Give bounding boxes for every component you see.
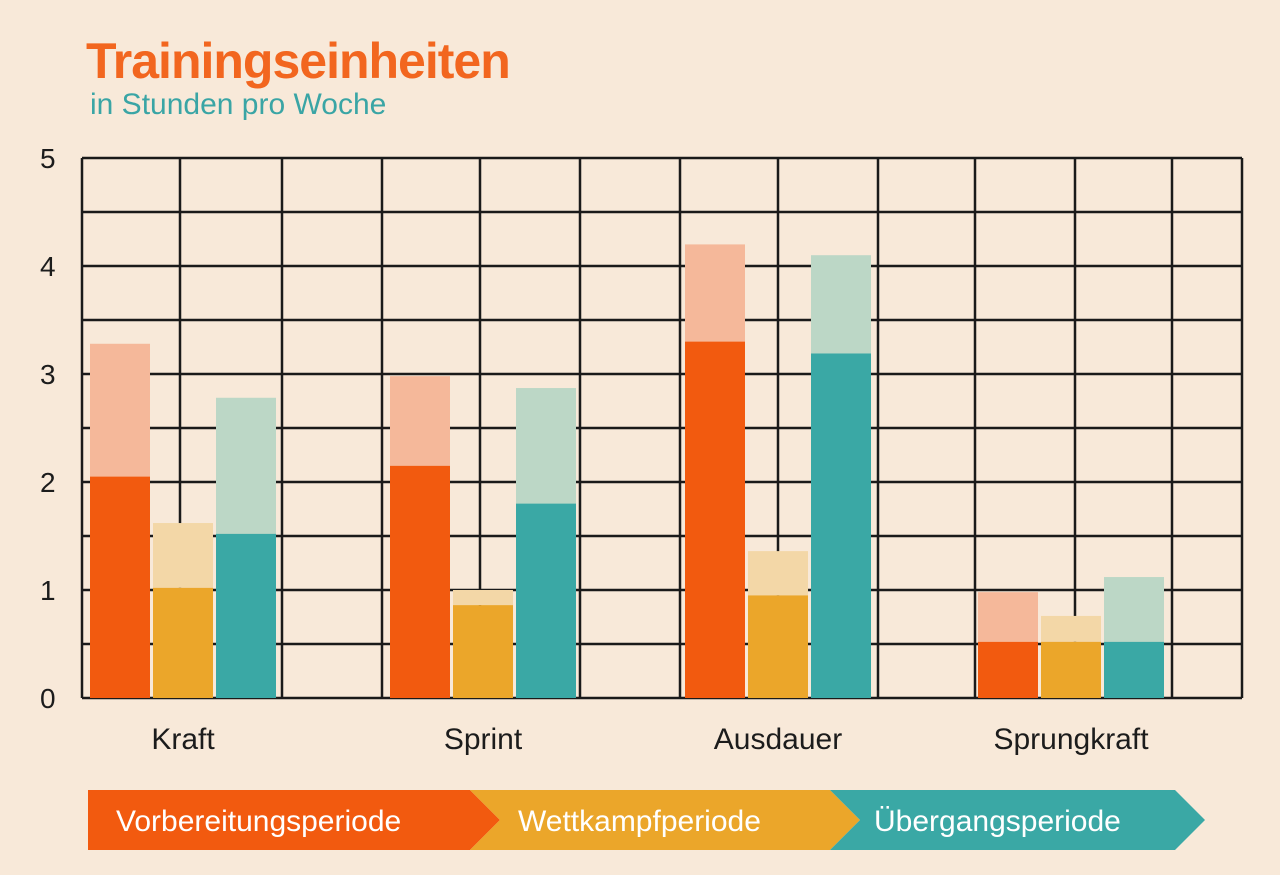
bar-range-extension bbox=[685, 244, 745, 342]
bar-range-extension bbox=[1104, 577, 1164, 642]
bar bbox=[748, 595, 808, 698]
bar bbox=[685, 341, 745, 698]
legend-arrow-segment bbox=[470, 790, 860, 850]
chart-title: Trainingseinheiten bbox=[86, 33, 511, 89]
bar bbox=[90, 476, 150, 698]
bar-range-extension bbox=[1041, 615, 1101, 642]
bar-range-extension bbox=[748, 551, 808, 596]
bar-range-extension bbox=[390, 376, 450, 466]
bar-range-extension bbox=[153, 523, 213, 588]
bar bbox=[216, 533, 276, 698]
legend-arrow-segment bbox=[88, 790, 500, 850]
y-tick-label: 0 bbox=[40, 683, 56, 714]
y-axis: 0 1 2 3 4 5 bbox=[40, 143, 56, 714]
legend: Vorbereitungsperiode Wettkampfperiode Über… bbox=[88, 790, 1205, 850]
category-label: Sprungkraft bbox=[993, 723, 1149, 756]
bar-range-extension bbox=[978, 592, 1038, 642]
bar bbox=[153, 587, 213, 698]
category-label: Kraft bbox=[151, 723, 215, 756]
category-labels: Kraft Sprint Ausdauer Sprungkraft bbox=[151, 723, 1149, 756]
y-tick-label: 4 bbox=[40, 251, 56, 282]
category-label: Sprint bbox=[444, 723, 523, 756]
y-tick-label: 2 bbox=[40, 467, 56, 498]
bar bbox=[390, 465, 450, 698]
bar-range-extension bbox=[516, 388, 576, 504]
bar bbox=[1041, 641, 1101, 698]
bar bbox=[516, 503, 576, 698]
y-tick-label: 3 bbox=[40, 359, 56, 390]
bars bbox=[90, 244, 1164, 698]
bar-range-extension bbox=[811, 255, 871, 354]
y-tick-label: 1 bbox=[40, 575, 56, 606]
legend-label: Übergangsperiode bbox=[874, 805, 1121, 838]
bar bbox=[1104, 641, 1164, 698]
legend-label: Wettkampfperiode bbox=[518, 805, 761, 838]
bar-range-extension bbox=[453, 590, 513, 606]
category-label: Ausdauer bbox=[714, 723, 842, 756]
bar-range-extension bbox=[90, 343, 150, 477]
y-tick-label: 5 bbox=[40, 143, 56, 174]
legend-label: Vorbereitungsperiode bbox=[116, 805, 401, 838]
bar bbox=[453, 605, 513, 698]
chart-subtitle: in Stunden pro Woche bbox=[90, 88, 387, 121]
bar bbox=[978, 641, 1038, 698]
bar-range-extension bbox=[216, 397, 276, 534]
bar bbox=[811, 353, 871, 698]
legend-arrow-segment bbox=[830, 790, 1205, 850]
